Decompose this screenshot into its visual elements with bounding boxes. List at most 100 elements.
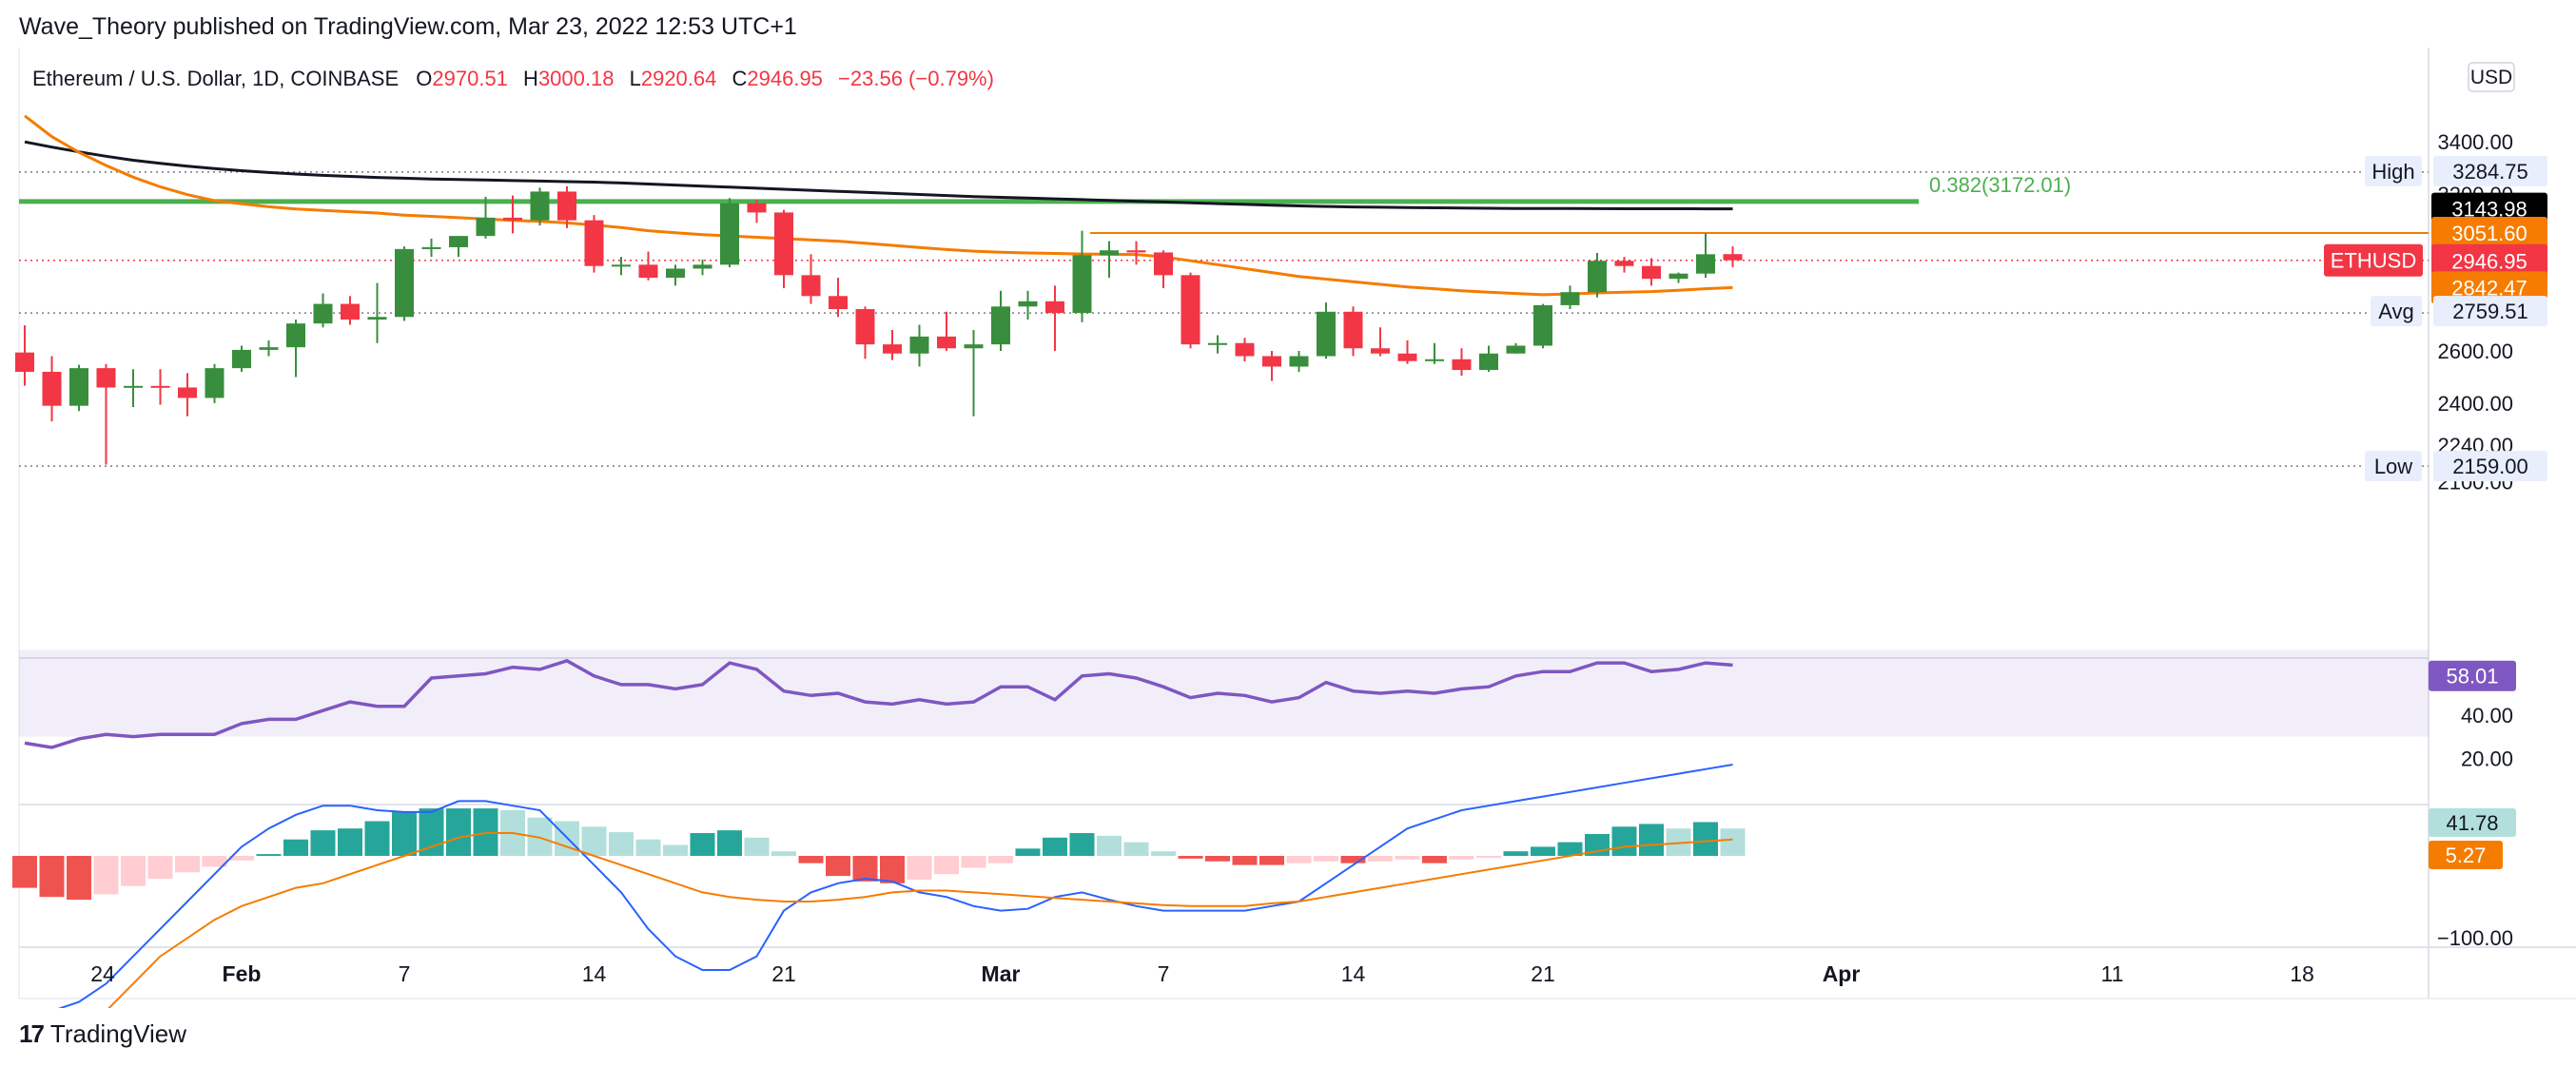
candle-body	[1588, 261, 1607, 293]
macd-hist-bar	[1340, 856, 1366, 863]
candle-body	[1072, 255, 1092, 314]
time-tick: 14	[1341, 961, 1366, 986]
candle	[1452, 348, 1472, 377]
candle-body	[449, 236, 468, 247]
candle	[1588, 252, 1607, 298]
high-label-bg	[2365, 155, 2422, 186]
legend-high: 3000.18	[538, 67, 615, 90]
candle	[1289, 351, 1309, 372]
macd-hist-bar	[1395, 856, 1420, 860]
macd-hist-bar	[256, 854, 282, 856]
time-tick: 24	[90, 961, 115, 986]
candle-body	[666, 268, 685, 279]
symbol-label-bg	[2324, 243, 2423, 277]
macd-hist-bar	[39, 856, 65, 898]
candle	[1371, 327, 1390, 357]
candle	[1642, 258, 1661, 286]
time-tick: Feb	[223, 961, 262, 986]
candle	[1696, 233, 1715, 279]
candle	[584, 215, 604, 273]
candle-body	[1100, 250, 1119, 256]
last-price-text: 2946.95	[2451, 250, 2527, 274]
high-label: High	[2365, 155, 2422, 186]
candle	[367, 282, 387, 343]
candle-body	[1452, 359, 1472, 371]
rsi-value: 58.01	[2429, 660, 2516, 691]
candle-body	[395, 248, 414, 318]
macd-hist-bar	[1178, 856, 1203, 859]
candle-body	[1181, 275, 1200, 345]
time-axis: 24 Feb 7 14 21 Mar 7 14 21 Apr 11 18	[90, 961, 2314, 986]
resistance-value-bg	[2431, 216, 2547, 249]
candle	[124, 369, 143, 408]
candle-body	[991, 306, 1010, 345]
macd-hist-bar	[12, 856, 37, 888]
candle	[69, 364, 88, 412]
candle-body	[421, 246, 441, 249]
candle-body	[557, 191, 576, 221]
candle-body	[1669, 273, 1688, 280]
symbol-label-text: ETHUSD	[2331, 249, 2416, 273]
publisher-header: Wave_Theory published on TradingView.com…	[19, 13, 797, 40]
tradingview-logo[interactable]: 17 TradingView	[19, 1019, 186, 1049]
candle	[150, 369, 170, 405]
candle	[801, 254, 821, 304]
macd-hist-bar	[1097, 835, 1122, 856]
currency-box	[2468, 62, 2515, 92]
macd-hist-bar	[1259, 856, 1284, 865]
macd-hist-bar	[364, 821, 390, 856]
macd-hist-bar	[771, 851, 796, 856]
candle-body	[1343, 311, 1363, 349]
candle-body	[15, 352, 34, 372]
high-label-text: High	[2371, 160, 2414, 184]
candle-body	[1289, 356, 1309, 367]
candle	[15, 325, 34, 386]
macd-hist-bar	[147, 856, 173, 879]
resistance-value: 3051.60	[2431, 216, 2547, 249]
macd-hist-bar	[1314, 856, 1338, 862]
macd-hist-bar	[663, 844, 688, 856]
macd-hist-bar	[338, 828, 362, 856]
low-label: Low	[2365, 451, 2422, 482]
candle-body	[612, 264, 631, 267]
macd-hist-bar	[229, 856, 254, 861]
macd-hist-bar	[826, 856, 850, 877]
price-tick: 2400.00	[2437, 392, 2513, 416]
macd-hist-bar	[1476, 856, 1501, 858]
candle-body	[1642, 265, 1661, 280]
legend-close: 2946.95	[747, 67, 823, 90]
macd-tick: −100.00	[2437, 926, 2513, 950]
macd-hist-bar	[1368, 856, 1393, 862]
rsi-tick: 40.00	[2461, 704, 2513, 728]
candle-body	[1397, 353, 1417, 361]
candle-body	[774, 212, 793, 276]
macd-signal-value: 5.27	[2429, 841, 2503, 869]
macd-hist-bar	[202, 856, 227, 867]
macd-hist-value-bg	[2429, 808, 2516, 837]
chart-canvas[interactable]: 0.382(3172.01) 40.00 20.00 −100.00 3800.0…	[0, 48, 2576, 1008]
candle-body	[1235, 342, 1255, 357]
candle	[1560, 285, 1580, 310]
time-tick: 11	[2101, 961, 2124, 986]
legend[interactable]: Ethereum / U.S. Dollar, 1D, COINBASE O29…	[32, 67, 994, 90]
rsi-pane: 40.00 20.00	[19, 650, 2513, 770]
low-label-bg	[2365, 451, 2422, 482]
fib-label: 0.382(3172.01)	[1929, 173, 2071, 197]
candle	[747, 199, 767, 223]
candle-body	[341, 303, 360, 320]
candle	[720, 198, 739, 268]
low-value-bg	[2433, 451, 2547, 482]
candle	[1154, 250, 1173, 289]
candle-body	[1208, 342, 1227, 345]
candle-body	[530, 191, 550, 221]
candle-body	[1045, 301, 1064, 314]
candle-body	[503, 217, 522, 221]
candle-body	[286, 323, 305, 348]
macd-hist-bar	[1205, 856, 1230, 862]
candle-body	[259, 347, 279, 350]
macd-hist-bar	[93, 856, 119, 895]
candle-body	[178, 387, 197, 398]
candle-body	[1126, 250, 1146, 253]
ema50-value-bg	[2431, 271, 2547, 304]
candle	[937, 311, 956, 351]
